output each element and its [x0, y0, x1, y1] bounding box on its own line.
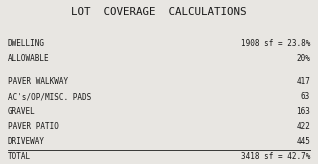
Text: DRIVEWAY: DRIVEWAY [8, 137, 45, 146]
Text: 163: 163 [296, 107, 310, 116]
Text: TOTAL: TOTAL [8, 152, 31, 161]
Text: 417: 417 [296, 77, 310, 86]
Text: 445: 445 [296, 137, 310, 146]
Text: AC's/OP/MISC. PADS: AC's/OP/MISC. PADS [8, 92, 91, 101]
Text: 3418 sf = 42.7%: 3418 sf = 42.7% [241, 152, 310, 161]
Text: ALLOWABLE: ALLOWABLE [8, 54, 50, 63]
Text: LOT  COVERAGE  CALCULATIONS: LOT COVERAGE CALCULATIONS [71, 7, 247, 17]
Text: 63: 63 [301, 92, 310, 101]
Text: 1908 sf = 23.8%: 1908 sf = 23.8% [241, 39, 310, 48]
Text: 20%: 20% [296, 54, 310, 63]
Text: PAVER PATIO: PAVER PATIO [8, 122, 59, 131]
Text: GRAVEL: GRAVEL [8, 107, 36, 116]
Text: DWELLING: DWELLING [8, 39, 45, 48]
Text: 422: 422 [296, 122, 310, 131]
Text: PAVER WALKWAY: PAVER WALKWAY [8, 77, 68, 86]
